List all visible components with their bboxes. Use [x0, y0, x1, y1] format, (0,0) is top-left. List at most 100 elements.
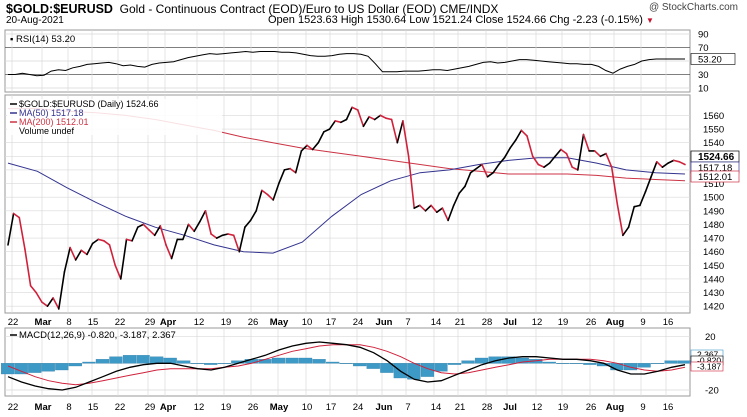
credit-text[interactable]: @ StockCharts.com [648, 2, 738, 13]
price-segment [661, 162, 669, 168]
macd-hist-bar [28, 363, 42, 373]
price-segment [125, 238, 133, 242]
macd-last-tag-box [690, 361, 724, 372]
price-segment [441, 207, 449, 222]
price-segment [35, 291, 43, 303]
macd-hist-bar [122, 355, 137, 364]
price-tick-label: 1440 [703, 274, 724, 285]
macd-histogram [1, 355, 692, 380]
price-segment [69, 246, 77, 261]
price-segment [306, 144, 314, 151]
x-axis-label-bottom: 19 [221, 402, 232, 413]
macd-hist-bar [678, 360, 692, 364]
price-segment [289, 167, 297, 174]
price-tick-label: 1470 [703, 234, 724, 245]
price-last-tag-box [690, 170, 740, 183]
price-tick-label: 1500 [703, 193, 724, 204]
x-axis-label: 9 [640, 317, 645, 328]
price-tick-label: 1560 [703, 111, 724, 122]
x-axis-label-bottom: Jul [503, 402, 517, 413]
rsi-tick-label: 90 [698, 30, 709, 41]
price-segment [148, 229, 156, 237]
x-axis-label: 26 [248, 317, 259, 328]
x-axis-label: 26 [586, 317, 597, 328]
symbol: $GOLD:$EURUSD [6, 2, 113, 16]
price-tick-label: 1550 [703, 125, 724, 136]
x-axis-label-bottom: 24 [353, 402, 364, 413]
price-segment [475, 163, 483, 170]
macd-hist-bar [271, 357, 286, 364]
price-segment [627, 205, 636, 228]
x-axis-label-bottom: 28 [482, 402, 493, 413]
price-tick-label: 1420 [703, 302, 724, 313]
macd-hist-bar [664, 360, 678, 364]
price-segment [650, 161, 658, 178]
price-segment [74, 249, 83, 261]
price-segment [447, 204, 455, 222]
price-segment [86, 242, 94, 256]
price-segment [537, 163, 545, 168]
price-segment [334, 120, 342, 124]
price-segment [159, 225, 167, 246]
price-segment [193, 220, 201, 233]
x-axis-label: 28 [482, 317, 493, 328]
chart-title: $GOLD:$EURUSD Gold - Continuous Contract… [6, 2, 498, 16]
price-segment [345, 106, 353, 121]
x-axis-label: 17 [326, 317, 337, 328]
x-axis-label: 24 [353, 317, 364, 328]
price-segment [283, 167, 291, 171]
x-axis-label-bottom: 19 [558, 402, 569, 413]
price-segment [294, 150, 303, 174]
price-segment [187, 223, 195, 233]
price-segment [261, 189, 269, 196]
price-segment [644, 176, 652, 193]
price-tick-label: 1480 [703, 220, 724, 231]
price-line [7, 106, 686, 310]
price-segment [492, 163, 500, 174]
price-segment [413, 204, 421, 209]
x-axis-label-bottom: 22 [115, 402, 126, 413]
macd-hist-bar [434, 363, 448, 372]
macd-last-tag: 2.367 [697, 350, 719, 360]
rsi-last-value: 53.20 [698, 54, 722, 65]
price-segment [277, 169, 286, 185]
price-segment [170, 238, 179, 260]
x-axis-label: Jul [503, 317, 517, 328]
price-segment [120, 238, 128, 280]
macd-line [7, 341, 686, 391]
price-segment [571, 166, 579, 171]
price-segment [165, 244, 173, 260]
chart-header: $GOLD:$EURUSD Gold - Continuous Contract… [6, 2, 742, 28]
macd-hist-bar [542, 361, 556, 364]
price-segment [678, 161, 686, 166]
x-axis-label-bottom: Apr [160, 402, 177, 413]
price-segment [182, 223, 190, 241]
price-segment [497, 156, 506, 166]
price-segment [639, 190, 647, 207]
price-segment [255, 189, 263, 212]
price-segment [672, 159, 681, 163]
price-segment [560, 148, 568, 155]
price-segment [402, 120, 410, 158]
price-segment [610, 166, 619, 205]
price-segment [554, 148, 562, 158]
x-axis-label-bottom: Mar [35, 402, 52, 413]
x-axis-label: 14 [431, 317, 442, 328]
price-segment [458, 185, 466, 194]
price-segment [396, 120, 404, 144]
x-axis-label: 10 [302, 317, 313, 328]
macd-hist-bar [353, 363, 367, 367]
price-segment [244, 219, 252, 228]
x-axis-label: 7 [405, 317, 410, 328]
price-last-tag: 1512.01 [698, 172, 732, 183]
price-segment [655, 161, 664, 168]
price-segment [272, 182, 280, 201]
price-segment [249, 210, 258, 222]
price-segment [543, 162, 551, 168]
macd-hist-bar [447, 363, 462, 365]
price-segment [599, 152, 607, 158]
macd-hist-bar [82, 361, 96, 364]
macd-hist-bar [569, 363, 583, 364]
macd-hist-bar [312, 359, 326, 364]
